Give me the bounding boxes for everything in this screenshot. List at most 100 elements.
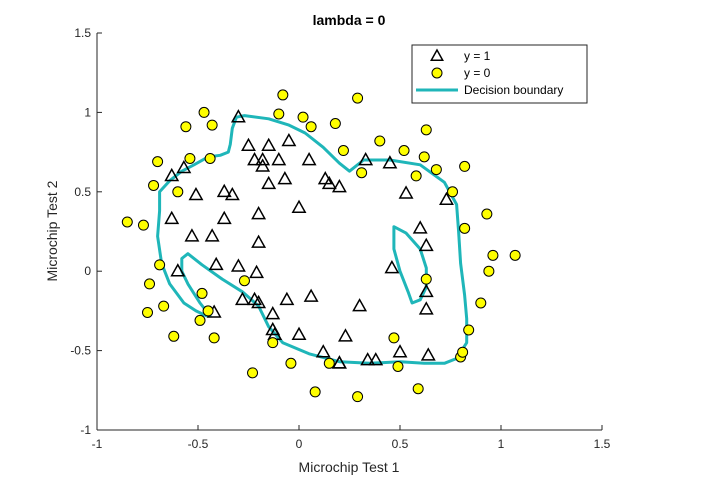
negative-point <box>412 383 424 395</box>
positive-point <box>164 210 180 225</box>
positive-point <box>188 186 204 201</box>
negative-point <box>352 391 364 403</box>
negative-point <box>247 367 259 379</box>
positive-point <box>249 264 265 279</box>
positive-point <box>315 344 331 358</box>
negative-point <box>168 330 180 342</box>
y-tick-label: 0 <box>84 264 91 278</box>
negative-point <box>483 265 495 277</box>
negative-point <box>184 152 196 164</box>
x-tick-label: -0.5 <box>188 437 209 451</box>
y-tick-label: 0.5 <box>74 185 91 199</box>
negative-point <box>202 305 214 317</box>
positive-point <box>247 152 263 166</box>
positive-point <box>358 152 374 166</box>
negative-point <box>392 360 404 372</box>
decision-boundary-curve-0 <box>156 114 469 365</box>
positive-point <box>368 352 384 366</box>
positive-point <box>439 191 454 206</box>
positive-point <box>279 291 295 306</box>
positive-point <box>418 283 434 298</box>
positive-point <box>176 159 192 174</box>
legend-circle-marker <box>431 67 443 79</box>
positive-point <box>301 152 317 166</box>
negative-point <box>121 216 133 228</box>
positive-point <box>230 109 246 123</box>
negative-point <box>198 106 210 118</box>
negative-point <box>285 357 297 369</box>
negative-point <box>337 145 349 157</box>
x-axis-title: Microchip Test 1 <box>299 459 400 475</box>
negative-point <box>204 152 216 164</box>
negative-point <box>420 273 432 285</box>
negative-point <box>475 297 487 309</box>
negative-point <box>208 332 220 344</box>
positive-point <box>352 298 368 312</box>
negative-point <box>374 135 386 147</box>
negative-point <box>459 160 471 172</box>
legend-label: y = 1 <box>464 49 491 63</box>
legend: y = 1 y = 0 Decision boundary <box>411 44 588 104</box>
negative-point <box>487 249 499 261</box>
positive-point <box>360 352 376 366</box>
positive-point <box>303 288 319 302</box>
negative-point <box>430 164 442 176</box>
negative-point <box>509 249 521 261</box>
positive-point <box>384 259 400 274</box>
negative-point <box>148 179 160 191</box>
positive-point <box>184 228 200 242</box>
negative-point <box>180 121 192 133</box>
negative-point <box>158 300 170 312</box>
negative-point <box>267 337 279 349</box>
negative-point <box>447 186 459 198</box>
negative-point <box>144 278 156 290</box>
positive-point <box>418 301 434 315</box>
positive-point <box>230 258 246 272</box>
negative-point <box>420 124 432 136</box>
negative-point <box>463 324 475 336</box>
x-tick-label: 0.5 <box>392 437 409 451</box>
decision-boundary-curve-1 <box>392 225 428 305</box>
x-tick-label: -1 <box>92 437 103 451</box>
positive-point <box>234 291 250 306</box>
negative-point <box>457 346 469 358</box>
negative-point <box>398 145 410 157</box>
negative-point <box>137 219 149 231</box>
positive-point <box>251 205 267 220</box>
positive-point <box>170 263 186 277</box>
negative-point <box>206 119 218 131</box>
positive-point <box>331 178 347 193</box>
negative-point <box>323 357 335 369</box>
positive-point <box>291 326 307 341</box>
chart-title: lambda = 0 <box>313 12 386 28</box>
positive-point <box>255 158 271 172</box>
positive-point <box>382 155 398 169</box>
negative-point <box>196 287 208 299</box>
negative-point <box>352 92 364 104</box>
y-tick-label: 1.5 <box>74 26 91 40</box>
negative-point <box>154 259 166 271</box>
negative-point <box>152 156 164 168</box>
positive-point <box>216 210 232 225</box>
y-tick-label: 1 <box>84 105 91 119</box>
positive-point <box>420 347 436 361</box>
negative-point <box>388 332 400 344</box>
x-tick-label: 0 <box>296 437 303 451</box>
positive-point <box>321 175 337 190</box>
positive-point <box>251 234 267 248</box>
positive-point <box>261 137 277 152</box>
positive-point <box>398 185 414 199</box>
negative-point <box>194 314 206 326</box>
positive-point <box>277 171 293 185</box>
positive-point <box>251 294 267 309</box>
negative-point <box>329 118 341 130</box>
positive-point <box>338 328 353 342</box>
negative-point <box>309 386 321 398</box>
legend-triangle-marker <box>430 48 444 61</box>
positive-point <box>241 137 256 152</box>
negative-point <box>356 167 368 179</box>
negative-point <box>172 186 184 198</box>
positive-point <box>281 132 297 147</box>
x-tick-label: 1 <box>498 437 505 451</box>
